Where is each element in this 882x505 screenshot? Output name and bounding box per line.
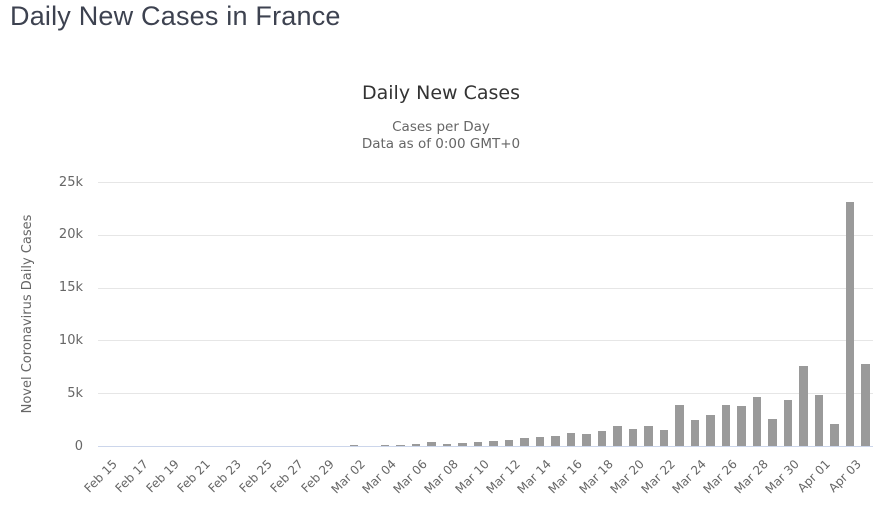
bar[interactable] xyxy=(861,363,870,446)
bar[interactable] xyxy=(411,443,420,446)
bar[interactable] xyxy=(396,444,405,446)
bar[interactable] xyxy=(799,365,808,446)
bar[interactable] xyxy=(783,399,792,446)
bar[interactable] xyxy=(458,442,467,446)
chart-subtitle-cases-per-day: Cases per Day xyxy=(392,119,490,135)
bar[interactable] xyxy=(830,423,839,446)
y-tick-label: 10k xyxy=(58,332,83,348)
bar[interactable] xyxy=(504,439,513,446)
bar[interactable] xyxy=(442,444,451,446)
bar[interactable] xyxy=(814,394,823,446)
bar[interactable] xyxy=(628,428,637,446)
bar[interactable] xyxy=(644,426,653,446)
bar[interactable] xyxy=(535,437,544,446)
bar[interactable] xyxy=(582,434,591,446)
bar[interactable] xyxy=(752,397,761,446)
y-tick-label: 15k xyxy=(58,280,83,296)
y-axis-title: Novel Coronavirus Daily Cases xyxy=(20,214,35,414)
gridline xyxy=(98,234,873,236)
bar[interactable] xyxy=(520,437,529,446)
bar[interactable] xyxy=(721,404,730,446)
bar[interactable] xyxy=(427,442,436,446)
chart-subtitle-data-as-of: Data as of 0:00 GMT+0 xyxy=(361,136,521,152)
x-axis-line xyxy=(98,446,873,447)
bar[interactable] xyxy=(845,202,854,446)
bar[interactable] xyxy=(706,415,715,446)
gridline xyxy=(98,393,873,395)
page-title: Daily New Cases in France xyxy=(10,1,341,31)
gridline xyxy=(98,182,873,183)
y-tick-label: 25k xyxy=(58,174,83,190)
chart-title: Daily New Cases xyxy=(362,82,520,104)
y-tick-label: 5k xyxy=(67,385,83,401)
bar[interactable] xyxy=(737,405,746,446)
y-tick-label: 0 xyxy=(74,438,83,454)
gridline xyxy=(98,287,873,289)
y-tick-label: 20k xyxy=(58,227,83,243)
bar[interactable] xyxy=(768,418,777,446)
bar[interactable] xyxy=(473,442,482,446)
bar[interactable] xyxy=(690,420,699,446)
bar[interactable] xyxy=(489,440,498,446)
bar[interactable] xyxy=(380,445,389,446)
bar[interactable] xyxy=(675,405,684,446)
bar[interactable] xyxy=(659,429,668,446)
bar[interactable] xyxy=(566,433,575,446)
bar[interactable] xyxy=(613,426,622,446)
gridline xyxy=(98,340,873,342)
bar[interactable] xyxy=(551,436,560,446)
bar[interactable] xyxy=(349,445,358,446)
bar[interactable] xyxy=(597,431,606,446)
